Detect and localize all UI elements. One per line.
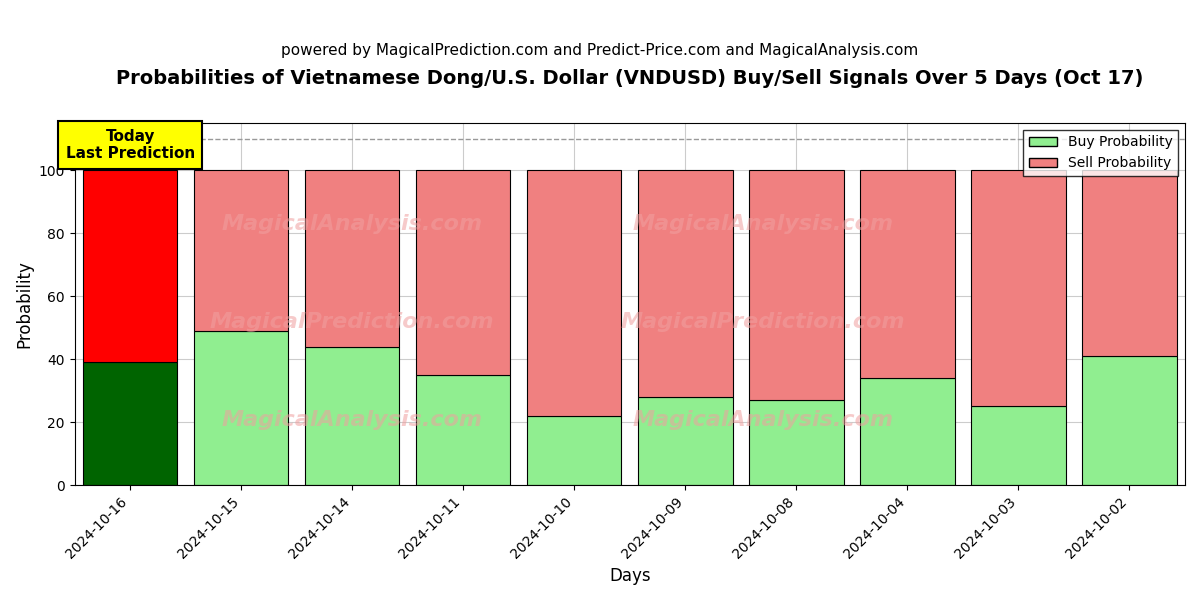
X-axis label: Days: Days (610, 567, 650, 585)
Bar (860, 170, 955, 378)
Bar (860, 378, 955, 485)
Bar (194, 170, 288, 331)
Bar (305, 170, 400, 347)
Text: Today
Last Prediction: Today Last Prediction (66, 129, 194, 161)
Text: MagicalAnalysis.com: MagicalAnalysis.com (222, 214, 482, 235)
Text: MagicalPrediction.com: MagicalPrediction.com (210, 312, 494, 332)
Bar (638, 397, 732, 485)
Text: MagicalAnalysis.com: MagicalAnalysis.com (632, 410, 894, 430)
Bar (416, 375, 510, 485)
Bar (638, 170, 732, 397)
Bar (194, 331, 288, 485)
Text: MagicalPrediction.com: MagicalPrediction.com (620, 312, 905, 332)
Bar (1082, 170, 1177, 356)
Bar (305, 347, 400, 485)
Y-axis label: Probability: Probability (16, 260, 34, 348)
Bar (527, 416, 622, 485)
Bar (527, 170, 622, 416)
Text: MagicalAnalysis.com: MagicalAnalysis.com (632, 214, 894, 235)
Text: MagicalAnalysis.com: MagicalAnalysis.com (222, 410, 482, 430)
Bar (971, 406, 1066, 485)
Title: Probabilities of Vietnamese Dong/U.S. Dollar (VNDUSD) Buy/Sell Signals Over 5 Da: Probabilities of Vietnamese Dong/U.S. Do… (116, 69, 1144, 88)
Bar (971, 170, 1066, 406)
Bar (83, 170, 178, 362)
Bar (1082, 356, 1177, 485)
Legend: Buy Probability, Sell Probability: Buy Probability, Sell Probability (1024, 130, 1178, 176)
Bar (749, 400, 844, 485)
Bar (416, 170, 510, 375)
Text: powered by MagicalPrediction.com and Predict-Price.com and MagicalAnalysis.com: powered by MagicalPrediction.com and Pre… (281, 43, 919, 58)
Bar (749, 170, 844, 400)
Bar (83, 362, 178, 485)
